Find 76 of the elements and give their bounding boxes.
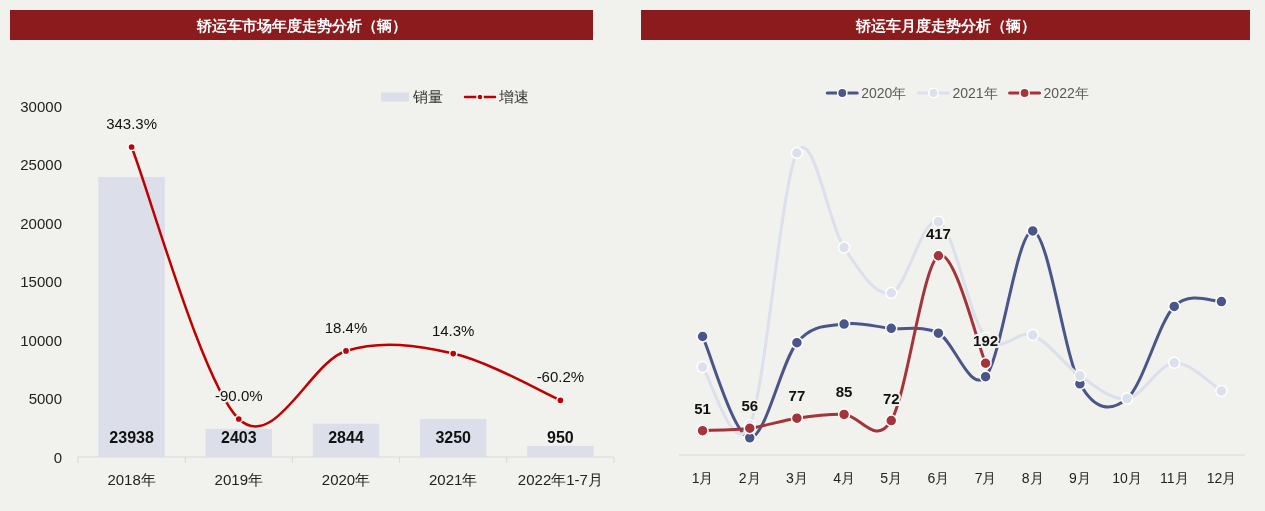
x-tick-label: 2020年 — [321, 471, 371, 488]
x-tick-label: 6月 — [927, 470, 950, 486]
point — [1168, 300, 1181, 313]
chart-title: 轿运车月度走势分析（辆） — [854, 16, 1036, 34]
legend-label: 增速 — [498, 88, 529, 105]
x-tick-label: 9月 — [1069, 470, 1091, 486]
x-tick-label: 2022年1-7月 — [517, 471, 603, 488]
x-tick-label: 4月 — [833, 470, 855, 486]
point — [837, 317, 851, 331]
data-label: 2403 — [221, 429, 257, 446]
data-label: 3250 — [435, 429, 472, 446]
x-tick-label: 2019年 — [214, 471, 263, 488]
legend-label: 2021年 — [952, 85, 998, 101]
point — [556, 395, 565, 405]
x-tick-label: 3月 — [786, 470, 808, 486]
data-label: 23938 — [109, 429, 154, 446]
point — [1026, 328, 1039, 342]
point — [1073, 369, 1087, 382]
x-tick-label: 12月 — [1206, 470, 1237, 486]
y-tick-label: 30000 — [20, 97, 62, 115]
point — [1026, 224, 1039, 238]
point — [1215, 295, 1228, 308]
y-tick-label: 10000 — [20, 331, 62, 349]
point — [932, 215, 945, 229]
x-tick-label: 2月 — [738, 470, 761, 486]
x-tick-label: 10月 — [1112, 470, 1142, 486]
point — [1215, 384, 1228, 398]
data-label: 85 — [835, 383, 853, 401]
y-tick-label: 15000 — [20, 273, 62, 290]
point — [837, 241, 851, 254]
data-label: 14.3% — [431, 321, 475, 339]
y-tick-label: 0 — [53, 448, 62, 466]
point — [790, 411, 804, 425]
point — [234, 414, 244, 424]
x-tick-label: 7月 — [974, 470, 997, 486]
data-label: -60.2% — [536, 368, 585, 386]
data-label: 56 — [741, 397, 759, 415]
chart-title: 轿运车市场年度走势分析（辆） — [195, 16, 407, 34]
point — [885, 414, 898, 427]
data-label: 72 — [882, 389, 900, 407]
legend-label: 销量 — [412, 88, 443, 105]
point — [837, 408, 851, 421]
point — [790, 336, 804, 349]
y-tick-label: 25000 — [20, 156, 62, 173]
point — [127, 142, 136, 152]
data-label: 18.4% — [324, 318, 368, 336]
point — [696, 330, 709, 343]
point — [341, 346, 351, 356]
bar — [98, 176, 165, 457]
data-label: 343.3% — [106, 115, 158, 132]
x-tick-label: 11月 — [1159, 470, 1189, 486]
point — [885, 322, 898, 335]
point — [885, 286, 898, 300]
y-tick-label: 5000 — [28, 390, 62, 407]
y-tick-label: 20000 — [20, 214, 62, 232]
point — [932, 326, 945, 340]
point — [790, 146, 804, 160]
data-label: 51 — [694, 399, 711, 417]
point — [932, 249, 945, 262]
x-tick-label: 2021年 — [429, 471, 478, 488]
point — [696, 424, 709, 437]
point — [1168, 356, 1181, 370]
x-tick-label: 2018年 — [107, 471, 156, 488]
legend-label: 2022年 — [1043, 85, 1089, 101]
data-label: 417 — [925, 224, 951, 242]
data-label: 2844 — [328, 429, 364, 446]
data-label: 950 — [547, 429, 574, 446]
x-tick-label: 8月 — [1021, 470, 1044, 486]
legend-label: 2020年 — [861, 85, 907, 101]
point — [448, 349, 458, 358]
point — [979, 370, 992, 383]
point — [979, 357, 992, 370]
x-tick-label: 1月 — [691, 470, 714, 486]
point — [696, 360, 709, 374]
data-label: 77 — [788, 387, 806, 405]
x-tick-label: 5月 — [880, 470, 903, 486]
